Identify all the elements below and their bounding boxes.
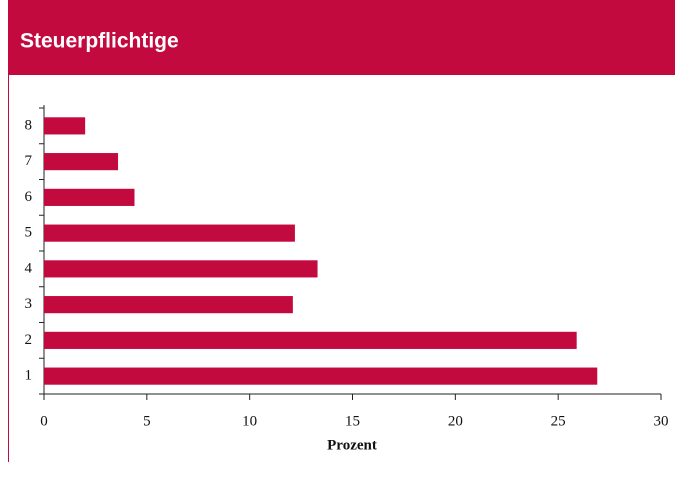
bar [44,153,119,171]
header-band [8,0,675,75]
x-tick-label: 0 [40,413,48,429]
x-tick-label: 15 [345,413,360,429]
bar [44,224,295,242]
bar [44,188,135,206]
y-tick-label: 8 [25,117,33,133]
x-tick-label: 5 [143,413,151,429]
x-tick-label: 10 [242,413,257,429]
x-tick-label: 30 [654,413,669,429]
y-tick-label: 1 [25,368,33,384]
chart-title: Steuerpflichtige [20,30,179,53]
x-axis-label: Prozent [327,437,377,453]
bar [44,296,293,314]
y-tick-label: 3 [25,296,33,312]
y-tick-label: 6 [25,189,33,205]
y-tick-label: 2 [25,332,33,348]
bar [44,260,318,278]
x-tick-label: 20 [448,413,463,429]
bar [44,117,86,135]
y-tick-label: 4 [25,260,33,276]
y-tick-label: 7 [25,153,33,169]
bar [44,331,577,349]
y-tick-label: 5 [25,225,33,241]
bar [44,367,598,385]
x-tick-label: 25 [551,413,566,429]
